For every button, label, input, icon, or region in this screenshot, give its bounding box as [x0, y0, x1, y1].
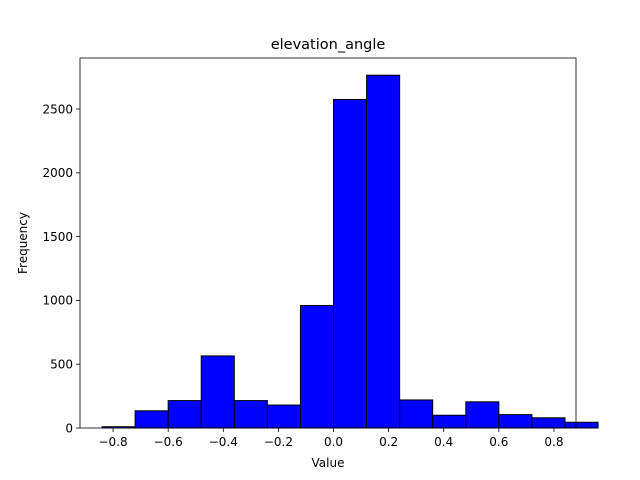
y-axis-ticks: 0 500 1000 1500 2000 2500	[42, 102, 80, 435]
x-tick-label-5: 0.2	[379, 435, 398, 449]
x-axis-ticks: −0.8 −0.6 −0.4 −0.2 0.0 0.2 0.4 0.6 0.8	[98, 428, 564, 449]
histogram-bar-10	[432, 414, 467, 429]
histogram-bar-9	[399, 399, 434, 429]
y-tick-label-2: 1000	[42, 294, 73, 308]
x-tick-label-6: 0.4	[434, 435, 453, 449]
histogram-bar-5	[266, 404, 301, 429]
histogram-bar-6	[299, 305, 335, 429]
histogram-bar-12	[498, 414, 533, 429]
histogram-bar-14	[564, 421, 599, 429]
plot-frame	[79, 57, 577, 429]
histogram-bar-3	[200, 355, 235, 429]
histogram-bar-13	[531, 417, 566, 429]
histogram-bar-1	[134, 410, 169, 429]
chart-title: elevation_angle	[271, 37, 386, 53]
x-axis-label: Value	[312, 456, 345, 470]
histogram-bar-7	[333, 98, 368, 429]
histogram-bar-4	[233, 400, 268, 429]
y-tick-label-0: 0	[65, 421, 73, 435]
histogram-bar-2	[167, 400, 202, 429]
x-tick-label-7: 0.6	[489, 435, 508, 449]
x-tick-label-4: 0.0	[324, 435, 343, 449]
y-tick-label-1: 500	[50, 358, 73, 372]
y-tick-label-3: 1500	[42, 230, 73, 244]
bars	[101, 74, 599, 429]
y-axis-label: Frequency	[16, 212, 30, 274]
x-tick-label-1: −0.6	[154, 435, 183, 449]
y-tick-label-4: 2000	[42, 166, 73, 180]
x-tick-label-3: −0.2	[264, 435, 293, 449]
y-tick-label-5: 2500	[42, 102, 73, 116]
x-tick-label-2: −0.4	[209, 435, 238, 449]
x-tick-label-8: 0.8	[544, 435, 563, 449]
histogram-bar-11	[465, 401, 500, 429]
x-tick-label-0: −0.8	[98, 435, 127, 449]
histogram-bar-8	[366, 74, 401, 429]
